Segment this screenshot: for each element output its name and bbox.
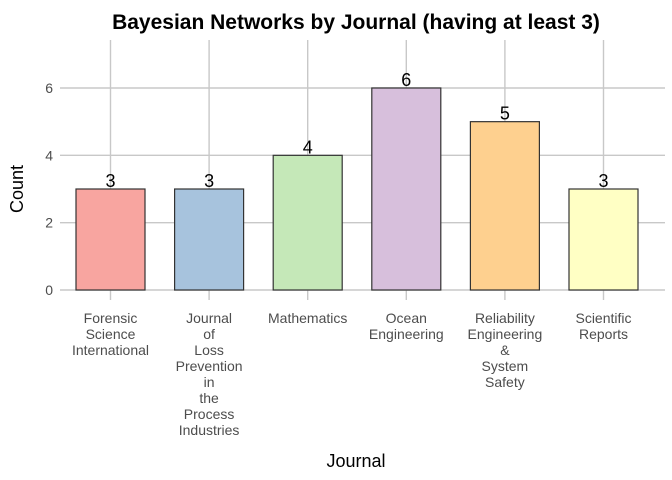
data-label: 5 bbox=[500, 104, 510, 124]
bar bbox=[75, 188, 146, 291]
x-tick-label: Ocean Engineering bbox=[369, 310, 444, 342]
x-tick-label-line: & bbox=[500, 342, 510, 358]
data-label: 3 bbox=[105, 171, 115, 191]
x-tick-label-line: Mathematics bbox=[268, 310, 347, 326]
x-axis-title: Journal bbox=[326, 451, 385, 471]
y-axis-ticks: 0 2 4 6 bbox=[45, 80, 53, 298]
data-labels: 3 3 4 6 5 3 bbox=[105, 70, 608, 191]
x-tick-label-line: Engineering bbox=[468, 326, 543, 342]
bars bbox=[75, 87, 639, 291]
x-tick-label-line: Reliability bbox=[475, 310, 535, 326]
x-tick-label-line: Journal bbox=[186, 310, 232, 326]
x-tick-label-line: the bbox=[199, 390, 219, 406]
x-axis-ticks: Forensic Science International Journal of Los… bbox=[72, 310, 632, 438]
data-label: 6 bbox=[401, 70, 411, 90]
x-tick-label-line: Forensic bbox=[84, 310, 138, 326]
x-tick-label-line: Safety bbox=[485, 374, 525, 390]
x-tick-label-line: of bbox=[203, 326, 215, 342]
x-tick-label: Forensic Science International bbox=[72, 310, 149, 358]
x-tick-label-line: Reports bbox=[579, 326, 628, 342]
x-tick-label-line: International bbox=[72, 342, 149, 358]
data-label: 3 bbox=[204, 171, 214, 191]
bar bbox=[174, 188, 245, 291]
x-tick-label-line: in bbox=[204, 374, 215, 390]
x-tick-label-line: Science bbox=[86, 326, 136, 342]
y-tick-label: 4 bbox=[45, 147, 53, 163]
bar bbox=[272, 154, 343, 291]
x-tick-label-line: Scientific bbox=[575, 310, 631, 326]
bar bbox=[469, 121, 540, 291]
x-tick-label-line: Industries bbox=[179, 422, 240, 438]
x-tick-label: Reliability Engineering & System Safety bbox=[468, 310, 543, 390]
y-tick-label: 6 bbox=[45, 80, 53, 96]
x-tick-label: Mathematics bbox=[268, 310, 347, 326]
x-tick-label-line: Process bbox=[184, 406, 235, 422]
x-tick-label-line: Loss bbox=[194, 342, 224, 358]
data-label: 3 bbox=[598, 171, 608, 191]
x-tick-label: Scientific Reports bbox=[575, 310, 631, 342]
x-tick-label-line: Engineering bbox=[369, 326, 444, 342]
x-tick-label-line: Ocean bbox=[386, 310, 427, 326]
chart-title: Bayesian Networks by Journal (having at … bbox=[112, 11, 600, 34]
bar bbox=[371, 87, 442, 291]
x-tick-label-line: Prevention bbox=[176, 358, 243, 374]
data-label: 4 bbox=[303, 137, 313, 157]
y-axis-title: Count bbox=[7, 165, 27, 213]
bar bbox=[568, 188, 639, 291]
x-tick-label: Journal of Loss Prevention in the Process Indus… bbox=[176, 310, 243, 438]
y-tick-label: 0 bbox=[45, 282, 53, 298]
y-tick-label: 2 bbox=[45, 215, 53, 231]
x-tick-label-line: System bbox=[482, 358, 529, 374]
